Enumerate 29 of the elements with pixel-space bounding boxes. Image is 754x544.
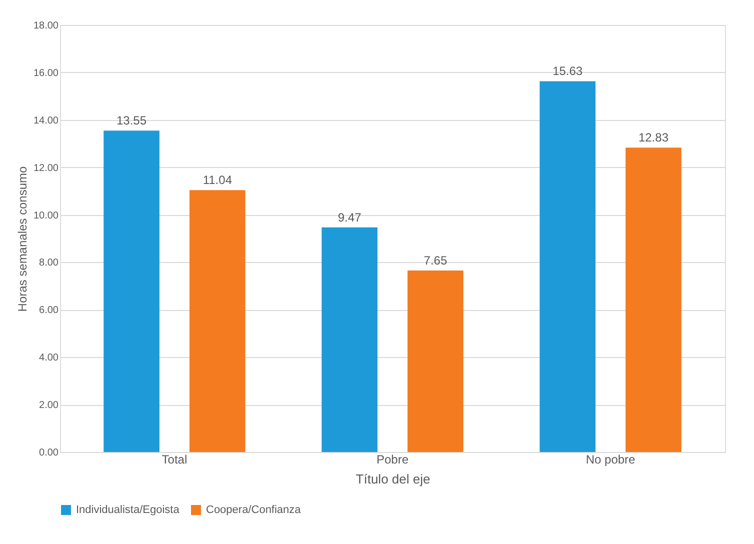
bar [190, 190, 246, 452]
y-tick-label: 6.00 [39, 305, 59, 316]
bar [322, 227, 378, 452]
y-tick-label: 8.00 [39, 258, 59, 269]
bar [408, 270, 464, 452]
y-tick-label: 12.00 [33, 162, 59, 174]
legend-label: Individualista/Egoista [76, 504, 180, 516]
x-tick-label: Pobre [376, 452, 409, 466]
y-tick-label: 4.00 [39, 352, 59, 364]
y-tick-label: 0.00 [39, 448, 59, 458]
x-tick-label: No pobre [586, 452, 636, 466]
y-tick-label: 2.00 [39, 400, 59, 412]
data-label: 9.47 [338, 210, 362, 224]
y-axis-title: Horas semanales consumo [15, 166, 30, 312]
data-label: 7.65 [424, 254, 448, 268]
legend-label: Coopera/Confianza [206, 504, 302, 516]
data-label: 11.04 [202, 173, 232, 188]
y-tick-label: 16.00 [33, 68, 59, 79]
data-label: 12.83 [638, 130, 669, 145]
x-tick-label: Total [162, 452, 188, 466]
y-tick-label: 10.00 [33, 210, 59, 222]
data-label: 13.55 [116, 114, 147, 128]
y-tick-label: 14.00 [33, 115, 59, 126]
x-axis-title: Título del eje [356, 472, 430, 486]
bar [540, 81, 596, 452]
data-label: 15.63 [552, 64, 583, 78]
y-tick-label: 18.00 [33, 20, 59, 32]
bar [104, 130, 160, 452]
bar [626, 148, 682, 452]
